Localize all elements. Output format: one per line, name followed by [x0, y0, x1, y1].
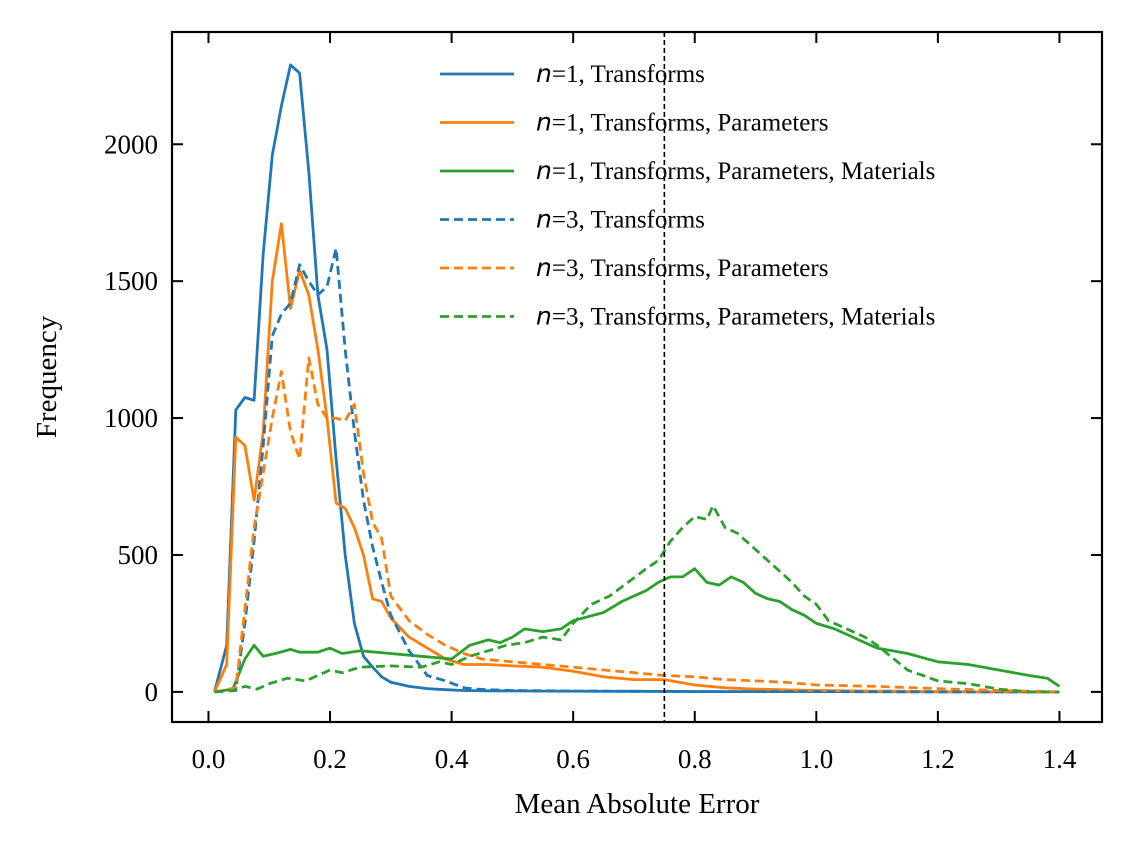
x-tick-label: 0.6: [556, 744, 590, 774]
legend-entry-3: n=1, Transforms, Parameters, Materials: [536, 156, 935, 185]
series-line-3: [214, 567, 1061, 694]
x-tick-label: 0.4: [435, 744, 469, 774]
x-axis-label: Mean Absolute Error: [515, 788, 760, 820]
y-axis-label: Frequency: [31, 315, 63, 438]
legend-entry-6: n=3, Transforms, Parameters, Materials: [536, 302, 935, 331]
series-line-6: [214, 504, 1060, 694]
legend: n=1, Transforms n=1, Transforms, Paramete…: [440, 59, 935, 331]
legend-entry-4: n=3, Transforms: [536, 205, 705, 234]
y-tick-label: 1000: [104, 403, 158, 433]
y-tick-label: 2000: [104, 129, 158, 159]
x-tick-label: 0.8: [678, 744, 712, 774]
y-axis-ticks: 0 500 1000 1500 2000: [104, 129, 1102, 707]
series-line-4: [214, 246, 1060, 694]
series-line-1: [213, 63, 1060, 694]
legend-entry-1: n=1, Transforms: [536, 59, 705, 88]
x-tick-label: 0.2: [313, 744, 347, 774]
x-tick-label: 1.0: [799, 744, 833, 774]
legend-entry-2: n=1, Transforms, Parameters: [536, 108, 828, 137]
y-tick-label: 500: [118, 540, 159, 570]
y-tick-label: 0: [145, 677, 159, 707]
x-axis-ticks: 0.0 0.2 0.4 0.6 0.8 1.0 1.2 1.4: [192, 32, 1077, 774]
y-tick-label: 1500: [104, 266, 158, 296]
series-layer: [213, 63, 1061, 694]
series-line-5: [214, 356, 1060, 694]
x-tick-label: 1.4: [1043, 744, 1077, 774]
x-tick-label: 0.0: [192, 744, 226, 774]
x-tick-label: 1.2: [921, 744, 955, 774]
plot-frame: [170, 30, 1104, 724]
legend-entry-5: n=3, Transforms, Parameters: [536, 253, 828, 282]
